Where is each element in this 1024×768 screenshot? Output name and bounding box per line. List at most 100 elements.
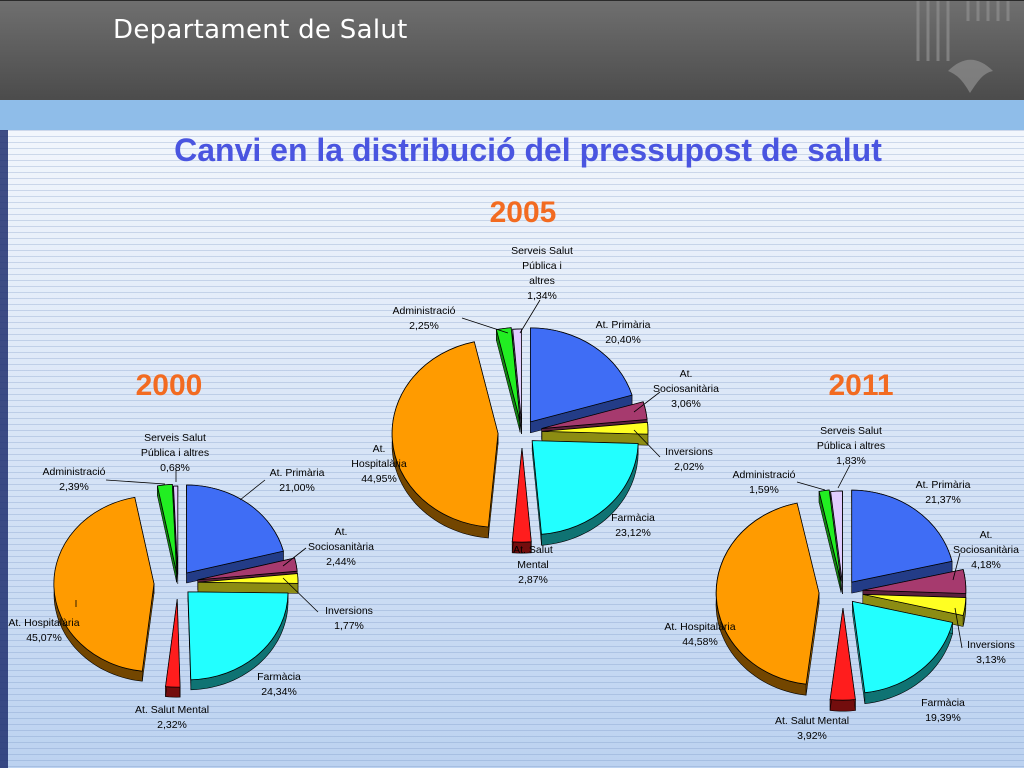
chart-year-title: 2011 [828,369,893,402]
slice-label-line: Sociosanitària [953,544,1019,556]
slice-value-label: 45,07% [26,632,62,644]
slice-label-inversions: Inversions 2,02% [665,446,713,473]
header-band [0,100,1024,130]
slice-label-line: Pública i [522,260,562,272]
slice-value-label: 21,00% [279,482,315,494]
slice-value-label: 3,06% [671,398,701,410]
slide-title: Canvi en la distribució del pressupost d… [174,132,882,168]
slice-label-line: Pública i altres [817,440,885,452]
slice-inversions [541,421,649,435]
pie-chart-2005: 2005 At. Primària 20,40% At. Sociosanitària 3… [351,196,719,586]
slice-label-line: Serveis Salut [144,432,206,444]
slice-label-line: Farmàcia [257,671,301,683]
slice-label-line: At. Primària [596,319,651,331]
chart-year-title: 2000 [136,369,203,402]
slice-label-at-sociosanitaria: At. Sociosanitària 4,18% [953,529,1019,571]
slice-label-farmacia: Farmàcia 24,34% [257,671,301,698]
slice-value-label: 2,44% [326,556,356,568]
header-title: Departament de Salut [113,15,408,45]
slice-label-line: Serveis Salut [820,425,882,437]
slice-value-label: 2,87% [518,574,548,586]
slice-serveis-salut-publica-i-altres [173,485,179,575]
slice-label-line: Farmàcia [611,512,655,524]
slice-label-farmacia: Farmàcia 23,12% [611,512,655,539]
slice-value-label: 20,40% [605,334,641,346]
slice-farmacia [851,600,954,694]
slice-at-primaria [529,327,633,423]
slice-label-administracio: Administració 2,25% [392,305,455,332]
slice-side-at-salut-mental [165,686,181,698]
leader-line-inversions [633,429,661,458]
slice-label-line: Inversions [665,446,713,458]
slice-at-salut-mental [829,608,856,701]
slice-label-inversions: Inversions 3,13% [967,639,1015,666]
slice-inversions [197,573,299,584]
slice-label-line: At. Salut Mental [135,704,209,716]
slice-label-line: At. Primària [916,479,971,491]
left-edge-shade [0,130,8,768]
slice-label-line: Administració [42,466,105,478]
slice-value-label: 1,59% [749,484,779,496]
slice-value-label: 1,83% [836,455,866,467]
slice-label-at-primaria: At. Primària 21,00% [270,467,325,494]
slice-label-line: Mental [517,559,549,571]
slice-value-label: 3,13% [976,654,1006,666]
leader-line-inversions [282,577,319,613]
slice-label-at-sociosanitaria: At. Sociosanitària 2,44% [308,526,374,568]
slice-value-label: 1,34% [527,290,557,302]
slice-label-line: At. Hospitalària [664,621,735,633]
slice-label-inversions: Inversions 1,77% [325,605,373,632]
slice-at-sociosanitaria [197,557,298,581]
slice-at-primaria [186,484,284,574]
slice-value-label: 2,32% [157,719,187,731]
header-bar: Departament de Salut [0,0,1024,101]
slice-value-label: 0,68% [160,462,190,474]
slice-value-label: 2,02% [674,461,704,473]
pie-chart-2011: 2011 At. Primària 21,37% At. Sociosanitària 4… [664,369,1019,742]
slice-administracio [818,489,842,582]
slice-value-label: 1,77% [334,620,364,632]
slice-farmacia [531,440,639,535]
slice-label-line: At. Hospitalària [8,617,79,629]
slice-label-line: At. [980,529,993,541]
slice-side-at-salut-mental [829,699,856,712]
slice-value-label: 2,39% [59,481,89,493]
slice-label-line: Inversions [967,639,1015,651]
slice-label-line: At. [373,443,386,455]
slice-value-label: 44,58% [682,636,718,648]
slice-at-salut-mental [511,448,532,543]
chart-year-title: 2005 [490,196,557,229]
slice-label-at-primaria: At. Primària 21,37% [916,479,971,506]
slice-at-sociosanitaria [862,569,967,594]
slice-label-serveis-salut-publica-i-altres: Serveis Salut Pública i altres 1,83% [817,425,885,467]
slice-label-serveis-salut-publica-i-altres: Serveis Salut Pública i altres 1,34% [511,245,573,302]
slice-label-serveis-salut-publica-i-altres: Serveis Salut Pública i altres 0,68% [141,432,209,474]
slice-label-line: Inversions [325,605,373,617]
leader-line-administracio [105,479,166,485]
slice-value-label: 2,25% [409,320,439,332]
slice-serveis-salut-publica-i-altres [512,328,523,424]
leader-line-at-sociosanitaria [952,552,961,581]
slice-label-line: At. [335,526,348,538]
slice-at-salut-mental [165,599,181,688]
slice-label-line: Pública i altres [141,447,209,459]
slice-label-at-primaria: At. Primària 20,40% [596,319,651,346]
slice-label-line: Serveis Salut [511,245,573,257]
slice-label-line: altres [529,275,555,287]
slice-label-line: Sociosanitària [308,541,374,553]
slice-value-label: 3,92% [797,730,827,742]
slice-value-label: 21,37% [925,494,961,506]
leader-line-at-sociosanitaria [633,391,661,413]
slice-at-hospitalaria [715,502,820,685]
slice-label-line: Administració [392,305,455,317]
slice-at-hospitalaria [391,341,499,528]
slice-administracio [156,483,177,573]
leader-line-at-primaria [239,479,266,501]
slice-at-primaria [851,489,953,583]
generalitat-logo-icon [916,1,1010,93]
slice-farmacia [187,591,289,681]
slice-label-line: Sociosanitària [653,383,719,395]
slice-serveis-salut-publica-i-altres [830,490,843,584]
slice-label-line: At. Salut Mental [775,715,849,727]
slice-value-label: 4,18% [971,559,1001,571]
